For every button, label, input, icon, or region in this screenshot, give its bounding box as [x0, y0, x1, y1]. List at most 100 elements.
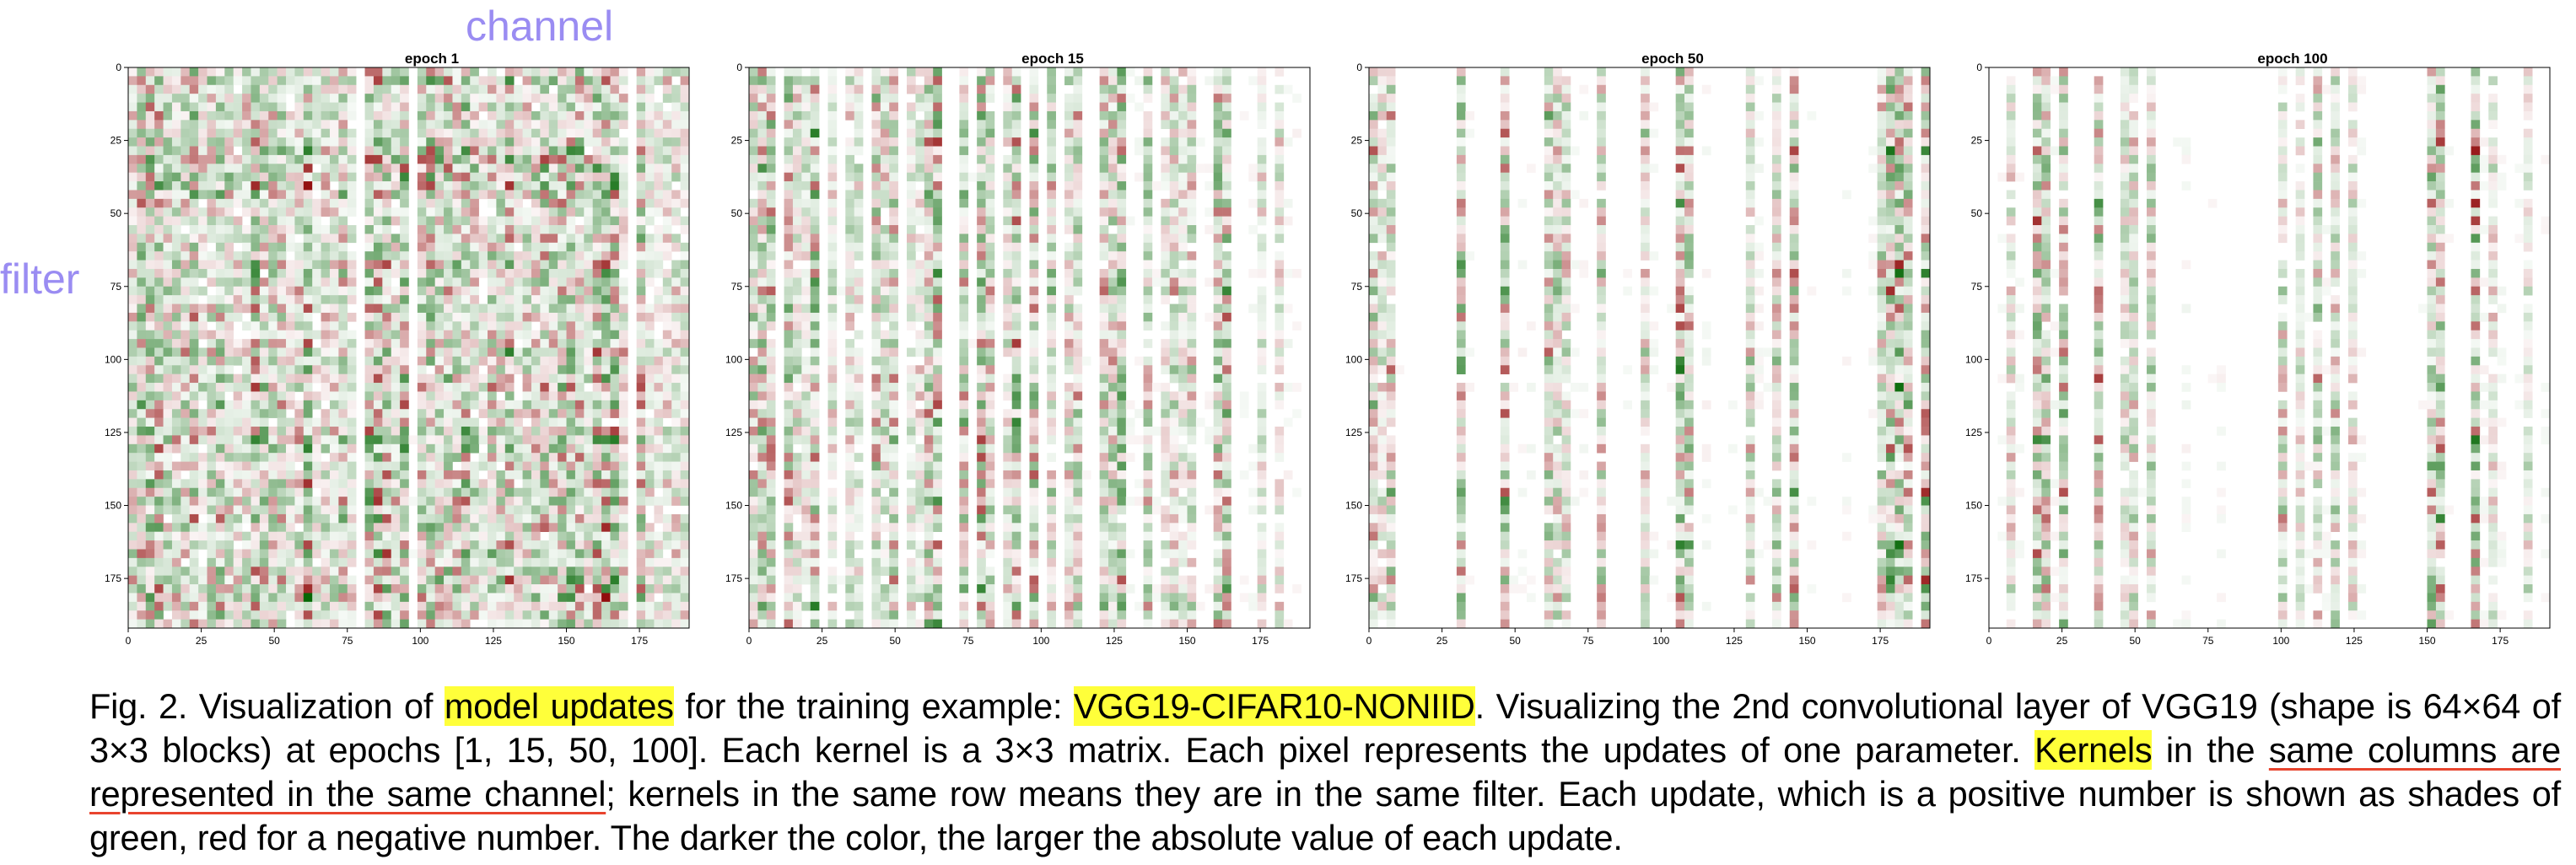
heatmap-cell	[488, 260, 497, 270]
heatmap-cell	[540, 365, 550, 374]
heatmap-cell	[417, 497, 427, 506]
heatmap-cell	[907, 321, 916, 331]
heatmap-cell	[171, 154, 181, 164]
heatmap-cell	[478, 330, 488, 340]
heatmap-cell	[1213, 120, 1223, 130]
heatmap-cell	[504, 567, 515, 576]
heatmap-cell	[566, 260, 576, 270]
heatmap-cell	[137, 523, 147, 532]
heatmap-cell	[452, 225, 462, 234]
heatmap-cell	[286, 417, 295, 427]
heatmap-cell	[452, 549, 462, 559]
heatmap-cell	[181, 76, 191, 86]
heatmap-cell	[827, 110, 838, 121]
heatmap-cell	[268, 619, 278, 629]
heatmap-cell	[400, 295, 409, 304]
heatmap-cell	[801, 120, 811, 130]
heatmap-cell	[531, 181, 541, 191]
heatmap-cell	[461, 409, 471, 418]
heatmap-cell	[434, 295, 445, 304]
heatmap-cell	[233, 225, 243, 234]
heatmap-cell	[880, 198, 890, 208]
heatmap-cell	[531, 128, 541, 138]
heatmap-cell	[540, 137, 550, 147]
heatmap-cell	[540, 251, 550, 261]
heatmap-cell	[610, 549, 620, 559]
heatmap-cell	[426, 505, 435, 515]
heatmap-cell	[478, 427, 488, 436]
heatmap-cell	[251, 567, 261, 576]
heatmap-cell	[329, 470, 339, 480]
heatmap-cell	[400, 268, 409, 278]
heatmap-cell	[268, 593, 278, 603]
heatmap-cell	[347, 295, 357, 304]
heatmap-cell	[163, 487, 173, 497]
heatmap-cell	[277, 146, 287, 156]
heatmap-cell	[426, 356, 435, 366]
heatmap-cell	[566, 461, 576, 471]
heatmap-cell	[1187, 94, 1197, 103]
heatmap-cell	[574, 321, 585, 331]
heatmap-cell	[452, 128, 462, 138]
heatmap-cell	[574, 102, 585, 112]
heatmap-cell	[373, 225, 383, 234]
heatmap-cell	[215, 443, 225, 454]
heatmap-cell	[514, 146, 523, 156]
heatmap-cell	[277, 373, 287, 384]
heatmap-cell	[461, 601, 471, 611]
heatmap-cell	[364, 76, 375, 86]
heatmap-cell	[277, 312, 287, 322]
heatmap-cell	[1117, 146, 1127, 156]
heatmap-cell	[1257, 242, 1267, 252]
heatmap-cell	[680, 593, 690, 603]
heatmap-cell	[810, 76, 820, 86]
heatmap-cell	[592, 417, 602, 427]
heatmap-cell	[889, 216, 898, 226]
heatmap-cell	[198, 470, 207, 480]
heatmap-cell	[452, 400, 462, 410]
heatmap-cell	[985, 190, 995, 200]
heatmap-cell	[1064, 242, 1074, 252]
heatmap-cell	[277, 94, 287, 103]
heatmap-cell	[338, 523, 348, 532]
heatmap-cell	[792, 120, 802, 130]
heatmap-cell	[1029, 120, 1039, 130]
heatmap-cell	[373, 304, 383, 314]
heatmap-cell	[601, 513, 611, 524]
heatmap-cell	[854, 172, 864, 182]
heatmap-cell	[461, 312, 471, 322]
heatmap-cell	[488, 531, 497, 541]
heatmap-cell	[827, 295, 838, 304]
heatmap-cell	[189, 190, 199, 200]
heatmap-cell	[558, 453, 567, 462]
heatmap-cell	[766, 260, 776, 270]
heatmap-cell	[1161, 94, 1171, 103]
heatmap-cell	[959, 207, 969, 217]
heatmap-cell	[470, 513, 479, 524]
heatmap-cell	[610, 84, 620, 94]
heatmap-cell	[373, 84, 383, 94]
heatmap-cell	[426, 339, 435, 348]
heatmap-cell	[329, 479, 339, 489]
heatmap-cell	[558, 470, 567, 480]
heatmap-cell	[854, 67, 864, 77]
heatmap-cell	[444, 610, 453, 620]
heatmap-cell	[286, 242, 295, 252]
heatmap-cell	[496, 102, 506, 112]
heatmap-cell	[137, 321, 147, 331]
heatmap-cell	[1029, 102, 1039, 112]
heatmap-cell	[417, 417, 427, 427]
heatmap-cell	[478, 172, 488, 182]
heatmap-cell	[207, 164, 217, 173]
heatmap-cell	[488, 513, 497, 524]
heatmap-cell	[224, 260, 234, 270]
heatmap-cell	[198, 391, 207, 401]
heatmap-cell	[224, 76, 234, 86]
heatmap-cell	[198, 146, 207, 156]
heatmap-cell	[215, 487, 225, 497]
heatmap-cell	[792, 67, 802, 77]
heatmap-cell	[907, 277, 916, 287]
heatmap-cell	[1204, 207, 1214, 217]
heatmap-cell	[504, 330, 515, 340]
heatmap-cell	[496, 216, 506, 226]
